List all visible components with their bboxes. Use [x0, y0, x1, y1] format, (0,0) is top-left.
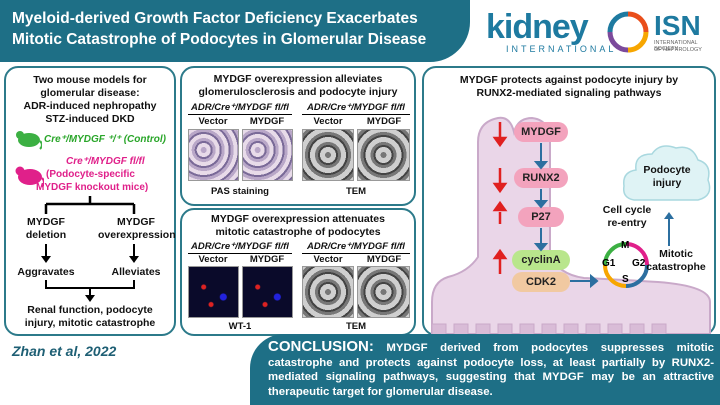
tem-col-mydgf: MYDGF: [366, 116, 402, 127]
tem2-vector-image: [302, 266, 354, 318]
node-p27: P27: [518, 207, 564, 227]
mitotic-catastrophe-line1: Mitotic: [659, 248, 693, 260]
pas-underline: [188, 114, 292, 115]
pas-col-mydgf: MYDGF: [249, 116, 285, 127]
wt1-stain-label: WT-1: [228, 321, 252, 332]
models-line1: Two mouse models for: [33, 74, 147, 86]
tem2-col-vector: Vector: [313, 254, 343, 265]
tem-vector-image: [302, 129, 354, 181]
merge-lines: [45, 280, 135, 302]
mid-bottom-title1: MYDGF overexpression attenuates: [211, 213, 385, 225]
result-line1: Renal function, podocyte: [27, 304, 153, 316]
tem2-underline: [302, 253, 410, 254]
kidney-logo-word: kidney: [486, 8, 589, 46]
branch-left-line2: deletion: [25, 229, 67, 241]
wt1-underline: [188, 253, 292, 254]
pas-group-label: ADR/Cre⁺/MYDGF fl/fl: [191, 102, 289, 113]
branch-lines: [44, 196, 136, 214]
branch-right-line1: MYDGF: [117, 216, 155, 228]
isn-logo-sub2: OF NEPHROLOGY: [654, 47, 702, 53]
ko-desc-line2: MYDGF knockout mice): [36, 182, 149, 193]
wt1-vector-image: [188, 266, 239, 318]
cell-cycle-label2: re-entry: [607, 217, 647, 229]
tem-col-vector: Vector: [313, 116, 343, 127]
pink-mouse-icon: [15, 166, 44, 188]
outcome-alleviates: Alleviates: [111, 266, 161, 278]
title-band: [0, 0, 470, 62]
kidney-logo-sub: INTERNATIONAL: [506, 44, 617, 54]
outcome-aggravates: Aggravates: [17, 266, 75, 278]
node-runx2: RUNX2: [514, 168, 568, 188]
overexpression-histology-panel: MYDGF overexpression alleviates glomerul…: [180, 66, 416, 206]
mitotic-catastrophe-line2: catastrophe: [646, 261, 706, 273]
phase-g1: G1: [602, 258, 616, 269]
podocyte-injury-line1: Podocyte: [643, 164, 691, 176]
phase-m: M: [621, 240, 630, 251]
mitotic-catastrophe-panel: MYDGF overexpression attenuates mitotic …: [180, 208, 416, 336]
right-title2: RUNX2-mediated signaling pathways: [476, 87, 662, 99]
control-mouse-label: Cre⁺/MYDGF ⁺/⁺ (Control): [44, 134, 166, 145]
tem-mydgf-image: [357, 129, 410, 181]
ko-desc-line1: (Podocyte-specific: [46, 169, 135, 180]
node-cdk2: CDK2: [512, 272, 570, 292]
branch-arrows: [41, 244, 139, 263]
podocyte-shape: [431, 116, 711, 334]
conclusion-band: [250, 334, 720, 405]
green-mouse-icon: [16, 131, 42, 150]
tem2-col-mydgf: MYDGF: [366, 254, 402, 265]
cell-cycle-label1: Cell cycle: [602, 204, 652, 216]
tem-group-label: ADR/Cre⁺/MYDGF fl/fl: [307, 102, 405, 113]
signaling-pathway-panel: MYDGF protects against podocyte injury b…: [422, 66, 716, 336]
conclusion-heading: CONCLUSION:: [268, 338, 374, 355]
branch-right-line2: overexpression: [98, 229, 176, 241]
ko-mouse-label: Cre⁺/MYDGF fl/fl: [66, 156, 145, 167]
mid-top-title2: glomerulosclerosis and podocyte injury: [198, 86, 398, 98]
wt1-col-vector: Vector: [198, 254, 228, 265]
wt1-group-label: ADR/Cre⁺/MYDGF fl/fl: [191, 241, 289, 252]
cloud-icon: [622, 145, 711, 201]
tem2-group-label: ADR/Cre⁺/MYDGF fl/fl: [307, 241, 405, 252]
podocyte-injury-line2: injury: [652, 177, 682, 189]
models-line2: glomerular disease:: [40, 87, 140, 99]
isn-logo: ISN INTERNATIONAL SOCIETY OF NEPHROLOGY: [606, 8, 716, 58]
pas-col-vector: Vector: [198, 116, 228, 127]
pas-stain-label: PAS staining: [211, 186, 269, 197]
node-cyclina: cyclinA: [512, 250, 570, 270]
branch-left-line1: MYDGF: [27, 216, 65, 228]
conclusion: CONCLUSION: MYDGF derived from podocytes…: [268, 338, 714, 399]
conclusion-text: MYDGF derived from podocytes suppresses …: [268, 342, 714, 398]
result-line2: injury, mitotic catastrophe: [24, 317, 156, 329]
isn-logo-word: ISN: [654, 10, 701, 41]
mouse-models-panel: Two mouse models for glomerular disease:…: [4, 66, 176, 336]
wt1-mydgf-image: [242, 266, 293, 318]
pathway-arrows: [492, 122, 599, 289]
up-arrow: [664, 212, 674, 246]
mid-top-title1: MYDGF overexpression alleviates: [213, 73, 383, 85]
cell-cycle-icon: [603, 242, 649, 288]
tem-stain-label-bottom: TEM: [345, 321, 367, 332]
wt1-col-mydgf: MYDGF: [249, 254, 285, 265]
isn-ring-icon: [607, 11, 649, 53]
kidney-international-logo: kidney INTERNATIONAL: [486, 8, 617, 56]
phase-s: S: [622, 274, 629, 285]
right-title1: MYDGF protects against podocyte injury b…: [459, 74, 679, 86]
tem-underline: [302, 114, 410, 115]
models-line3: ADR-induced nephropathy: [23, 100, 157, 112]
tem2-mydgf-image: [357, 266, 410, 318]
tem-stain-label-top: TEM: [345, 186, 367, 197]
page-title: Myeloid-derived Growth Factor Deficiency…: [12, 10, 427, 48]
models-line4: STZ-induced DKD: [45, 113, 135, 125]
phase-g2: G2: [632, 258, 646, 269]
pas-mydgf-image: [242, 129, 293, 181]
mid-bottom-title2: mitotic catastrophe of podocytes: [215, 226, 381, 238]
isn-logo-sub1: INTERNATIONAL SOCIETY: [654, 40, 698, 52]
node-mydgf: MYDGF: [514, 122, 568, 142]
citation: Zhan et al, 2022: [12, 343, 117, 359]
pas-vector-image: [188, 129, 239, 181]
